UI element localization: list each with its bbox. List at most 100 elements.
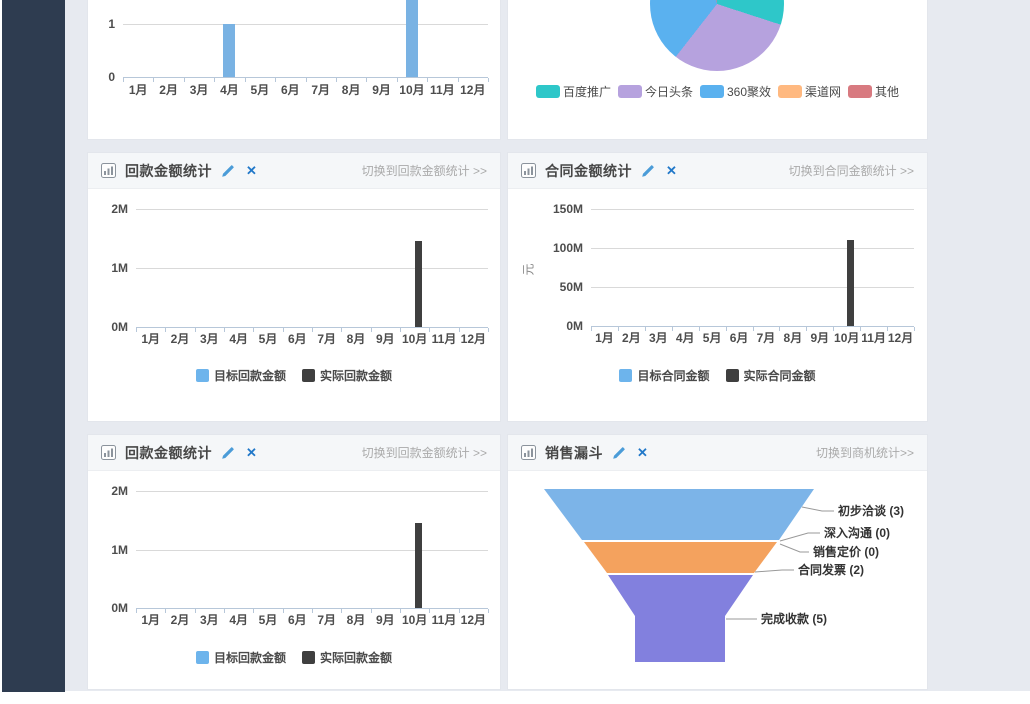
- x-axis-tick: [224, 328, 225, 332]
- x-axis-tick: [644, 327, 646, 331]
- edit-icon[interactable]: [221, 446, 235, 460]
- gridline: [591, 209, 914, 210]
- pie-chart: [650, 0, 784, 71]
- y-axis-tick-label: 0M: [566, 319, 583, 333]
- legend-item[interactable]: 渠道网: [778, 83, 841, 100]
- x-axis-label: 10月: [401, 332, 428, 346]
- legend-item[interactable]: 百度推广: [535, 83, 611, 100]
- x-axis-tick: [752, 327, 754, 331]
- close-icon[interactable]: ✕: [637, 445, 648, 460]
- legend-label: 百度推广: [562, 85, 611, 99]
- legend-item[interactable]: 360聚效: [699, 83, 772, 100]
- gridline: [136, 268, 488, 269]
- legend-item[interactable]: 目标合同金额: [619, 367, 710, 384]
- x-axis-label: 11月: [430, 83, 455, 97]
- panel-sales-funnel: 销售漏斗 ✕ 切换到商机统计>> 初步洽谈 (3) 深入沟通 (0) 销售定价 (0…: [507, 434, 928, 690]
- x-axis-tick: [282, 609, 284, 613]
- funnel-label-line: [779, 532, 820, 542]
- gridline: [591, 287, 914, 288]
- x-axis-tick: [165, 609, 167, 613]
- panel-body: 0M 1M 2M 1月 2月 3月 4月 5月 6月 7月 8月 9月 10月 11月 12月 目标回款金额 实…: [88, 471, 500, 689]
- x-axis-label: 8月: [346, 332, 366, 346]
- x-axis-tick: [429, 328, 431, 332]
- x-axis-tick: [312, 609, 313, 613]
- x-axis-tick: [341, 328, 343, 332]
- y-axis-tick-label: 150M: [552, 202, 583, 216]
- funnel-stage-label: 深入沟通 (0): [824, 525, 890, 540]
- x-axis-label: 2月: [170, 332, 190, 346]
- x-axis-tick: [214, 78, 216, 82]
- y-axis-tick-label: 1M: [111, 542, 128, 557]
- legend-swatch: [302, 651, 315, 664]
- legend-label: 360聚效: [726, 85, 772, 99]
- x-axis-tick: [488, 328, 489, 332]
- x-axis-label: 8月: [346, 613, 366, 627]
- legend-item[interactable]: 实际合同金额: [725, 367, 816, 384]
- x-axis-label: 4月: [229, 332, 248, 346]
- x-axis-label: 2月: [170, 613, 190, 627]
- legend-item[interactable]: 目标回款金额: [195, 649, 286, 666]
- x-axis-label: 2月: [159, 83, 178, 97]
- x-axis-line: [136, 327, 488, 328]
- x-axis-line: [136, 608, 488, 609]
- legend-item[interactable]: 其他: [848, 83, 899, 100]
- x-axis-tick: [194, 328, 196, 332]
- x-axis-tick: [370, 328, 372, 332]
- switch-link[interactable]: 切换到回款金额统计 >>: [361, 164, 487, 178]
- legend-item[interactable]: 实际回款金额: [302, 649, 392, 666]
- x-axis-label: 3月: [189, 83, 209, 97]
- close-icon[interactable]: ✕: [246, 163, 257, 178]
- legend-item[interactable]: 今日头条: [617, 83, 693, 100]
- funnel-stage-label: 完成收款 (5): [761, 611, 827, 626]
- panel-body: 0M 1M 2M 1月 2月 3月 4月 5月 6月 7月 8月 9月 10月 11月 12月 目标回款金额 实…: [88, 189, 500, 421]
- edit-icon[interactable]: [641, 164, 655, 178]
- x-axis-tick: [914, 327, 915, 331]
- x-axis-label: 3月: [199, 613, 219, 627]
- gridline: [123, 24, 488, 25]
- legend-swatch: [302, 369, 315, 382]
- x-axis-tick: [429, 609, 431, 613]
- gridline: [136, 549, 488, 551]
- edit-icon[interactable]: [612, 446, 626, 460]
- legend-label: 实际回款金额: [320, 369, 393, 383]
- x-axis-tick: [244, 78, 246, 82]
- x-axis-label: 8月: [783, 331, 803, 345]
- sidebar-nav: [2, 0, 65, 692]
- x-axis-label: 1月: [595, 331, 614, 345]
- x-axis-label: 9月: [375, 332, 395, 346]
- switch-link[interactable]: 切换到回款金额统计 >>: [361, 446, 487, 460]
- x-axis-label: 10月: [834, 331, 860, 345]
- close-icon[interactable]: ✕: [666, 163, 677, 178]
- switch-link[interactable]: 切换到合同金额统计 >>: [788, 164, 914, 178]
- legend-label: 目标回款金额: [213, 369, 286, 383]
- x-axis-label: 6月: [729, 331, 749, 345]
- close-icon[interactable]: ✕: [246, 445, 257, 460]
- legend-label: 实际回款金额: [320, 651, 393, 665]
- edit-icon[interactable]: [221, 164, 235, 178]
- x-axis-tick: [253, 609, 255, 613]
- switch-link[interactable]: 切换到商机统计>>: [815, 446, 914, 460]
- legend-swatch: [195, 369, 209, 382]
- x-axis-line: [591, 326, 914, 327]
- x-axis-label: 7月: [317, 332, 336, 346]
- legend-label: 其他: [875, 85, 900, 99]
- x-axis-label: 7月: [317, 613, 336, 627]
- x-axis-label: 7月: [756, 331, 776, 345]
- x-axis-tick: [341, 609, 343, 613]
- legend-item[interactable]: 目标回款金额: [195, 367, 286, 384]
- bar-chart-icon: [101, 163, 116, 178]
- x-axis-label: 5月: [250, 83, 270, 97]
- x-axis-label: 4月: [220, 83, 239, 97]
- legend-swatch: [617, 85, 642, 98]
- x-axis-tick: [136, 328, 137, 332]
- x-axis-label: 12月: [460, 83, 486, 97]
- x-axis-tick: [400, 609, 401, 613]
- funnel-stage-label: 初步洽谈 (3): [838, 503, 904, 518]
- legend-item[interactable]: 实际回款金额: [302, 367, 392, 384]
- funnel-chart: 初步洽谈 (3) 深入沟通 (0) 销售定价 (0) 合同发票 (2) 完成收款 (5): [508, 471, 927, 689]
- legend-swatch: [725, 369, 739, 382]
- x-axis-label: 6月: [287, 613, 307, 627]
- chart-legend: 目标合同金额 实际合同金额: [508, 367, 927, 384]
- x-axis-tick: [591, 327, 592, 331]
- x-axis-tick: [370, 609, 372, 613]
